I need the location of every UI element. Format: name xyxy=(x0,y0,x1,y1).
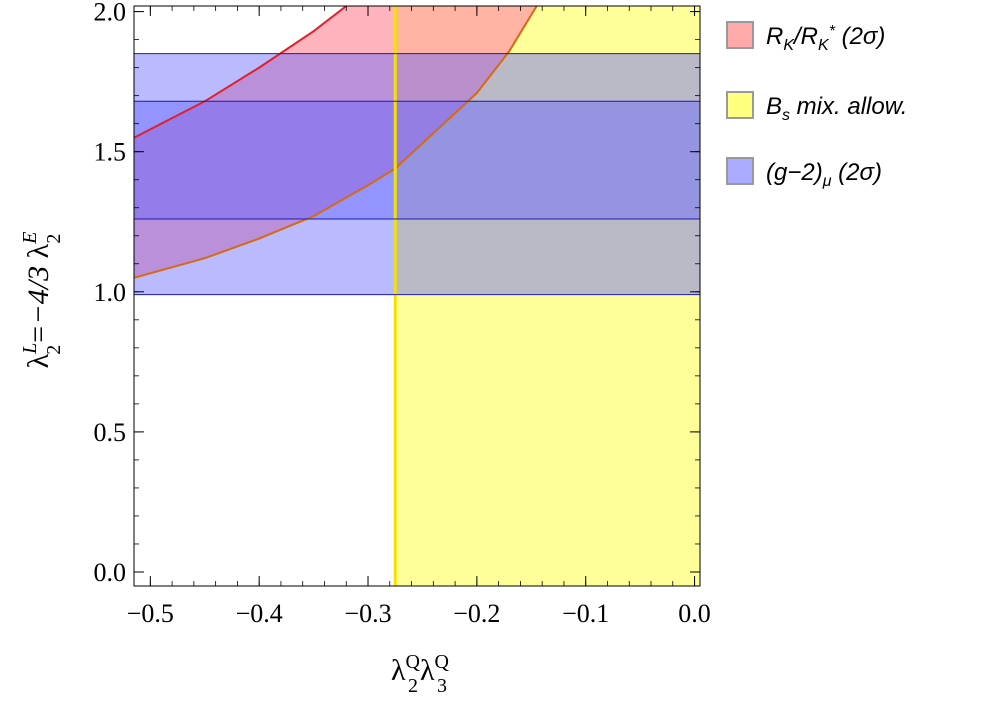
x-axis-label: λQ 2λQ 3 xyxy=(391,651,450,697)
y-tick-label: 1.0 xyxy=(94,278,127,307)
rk-band xyxy=(134,6,537,278)
x-label-sup-2: Q xyxy=(435,651,450,673)
legend-label-rk: RK/RK* (2σ) xyxy=(766,23,885,54)
x-tick-label: −0.2 xyxy=(453,599,500,628)
x-label-sub-2: 3 xyxy=(437,675,447,697)
legend-item-g2: (g−2)μ (2σ) xyxy=(726,157,882,190)
y-tick-label: 2.0 xyxy=(94,0,127,27)
legend: RK/RK* (2σ) Bs mix. allow. (g−2)μ (2σ) xyxy=(726,21,907,190)
x-label-sub-1: 2 xyxy=(408,675,418,697)
y-axis: 0.0 0.5 1.0 1.5 2.0 xyxy=(94,0,700,587)
x-label-sup-1: Q xyxy=(406,651,421,673)
x-label-lambda-1: λ xyxy=(391,654,406,687)
legend-swatch-g2 xyxy=(726,157,754,185)
g2-outer-band xyxy=(134,53,700,295)
y-label-sub-2: 2 xyxy=(43,234,65,244)
x-axis: −0.5 −0.4 −0.3 −0.2 −0.1 0.0 xyxy=(127,6,711,628)
y-label-sup-1: L xyxy=(19,343,41,355)
legend-swatch-bs xyxy=(726,91,754,119)
plot-frame xyxy=(133,5,701,587)
legend-item-bs: Bs mix. allow. xyxy=(726,91,907,124)
x-tick-label: 0.0 xyxy=(678,599,711,628)
x-tick-label: −0.4 xyxy=(236,599,283,628)
rk-upper-edge xyxy=(134,6,347,139)
legend-item-rk: RK/RK* (2σ) xyxy=(726,21,885,54)
x-tick-label: −0.3 xyxy=(344,599,391,628)
y-tick-label: 0.5 xyxy=(94,418,127,447)
rk-lower-edge xyxy=(134,6,538,279)
y-label-lambda-1: λ xyxy=(22,353,55,368)
y-label-lambda-2: λ xyxy=(22,243,55,258)
y-tick-label: 0.0 xyxy=(94,558,127,587)
legend-label-bs: Bs mix. allow. xyxy=(766,93,907,124)
y-label-sup-2: E xyxy=(19,232,41,245)
legend-swatch-rk xyxy=(726,21,754,49)
x-tick-label: −0.1 xyxy=(562,599,609,628)
y-label-mid: =−4/3 xyxy=(22,258,55,344)
y-label-sub-1: 2 xyxy=(43,345,65,355)
g2-inner-band xyxy=(134,101,700,219)
y-tick-label: 1.5 xyxy=(94,138,127,167)
y-axis-label: λL 2=−4/3 λE 2 xyxy=(19,232,65,369)
legend-label-g2: (g−2)μ (2σ) xyxy=(766,159,882,190)
x-tick-label: −0.5 xyxy=(127,599,174,628)
plot-area xyxy=(134,6,700,586)
x-label-lambda-2: λ xyxy=(420,654,435,687)
